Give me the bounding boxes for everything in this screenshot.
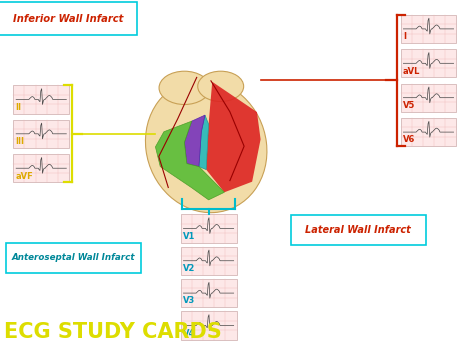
Polygon shape: [199, 115, 209, 170]
FancyBboxPatch shape: [401, 118, 456, 146]
Text: V5: V5: [403, 101, 415, 110]
FancyBboxPatch shape: [181, 279, 237, 307]
FancyBboxPatch shape: [181, 247, 237, 275]
Text: V4: V4: [183, 329, 195, 338]
Text: III: III: [16, 137, 25, 146]
FancyBboxPatch shape: [181, 214, 237, 243]
Text: V1: V1: [183, 232, 195, 241]
Text: I: I: [403, 32, 406, 41]
FancyBboxPatch shape: [13, 154, 69, 182]
FancyBboxPatch shape: [13, 120, 69, 148]
Text: aVL: aVL: [403, 67, 420, 76]
Text: V2: V2: [183, 264, 195, 273]
Text: II: II: [16, 103, 22, 112]
FancyBboxPatch shape: [401, 84, 456, 112]
FancyBboxPatch shape: [13, 85, 69, 114]
Ellipse shape: [146, 80, 267, 213]
FancyBboxPatch shape: [291, 215, 426, 245]
FancyBboxPatch shape: [401, 15, 456, 43]
Text: Inferior Wall Infarct: Inferior Wall Infarct: [13, 14, 123, 24]
Text: V3: V3: [183, 297, 195, 305]
Ellipse shape: [159, 71, 210, 105]
Text: aVF: aVF: [16, 172, 33, 181]
Text: ECG STUDY CARDS: ECG STUDY CARDS: [4, 322, 221, 342]
Text: V6: V6: [403, 136, 415, 144]
FancyBboxPatch shape: [401, 49, 456, 77]
Text: Anteroseptal Wall Infarct: Anteroseptal Wall Infarct: [12, 253, 135, 262]
Polygon shape: [206, 82, 261, 192]
Polygon shape: [184, 115, 205, 166]
Text: Lateral Wall Infarct: Lateral Wall Infarct: [305, 225, 411, 235]
FancyBboxPatch shape: [6, 243, 141, 273]
Polygon shape: [155, 121, 224, 200]
FancyBboxPatch shape: [0, 2, 137, 35]
FancyBboxPatch shape: [181, 311, 237, 340]
Ellipse shape: [198, 71, 244, 101]
